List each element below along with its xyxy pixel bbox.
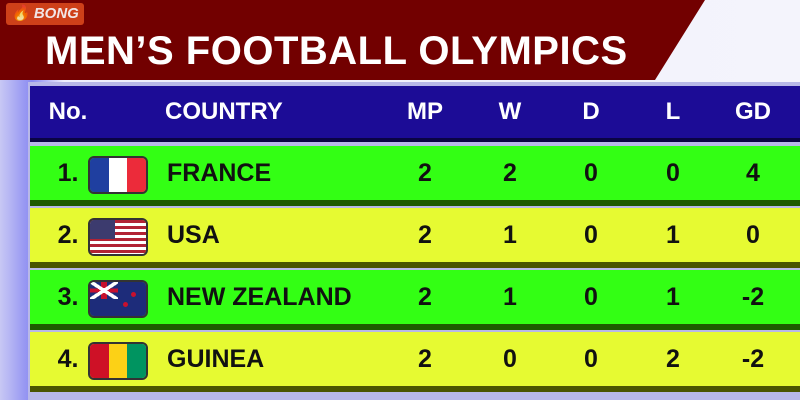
header-d: D: [582, 98, 600, 125]
title-banner: [0, 0, 705, 80]
cell-w: 1: [503, 282, 517, 311]
cell-gd: -2: [741, 344, 765, 373]
cell-country: NEW ZEALAND: [167, 282, 352, 311]
page-title: MEN’S FOOTBALL OLYMPICS: [45, 29, 628, 73]
cell-no: 1.: [57, 158, 79, 187]
cell-no: 3.: [57, 282, 79, 311]
table-row: 2. 2 1 0 1 0 USA: [30, 208, 800, 268]
header-no: No.: [48, 98, 88, 125]
new-zealand-flag-icon: [88, 280, 148, 318]
cell-mp: 2: [418, 158, 432, 187]
header-w: W: [498, 98, 522, 125]
usa-flag-icon: [88, 218, 148, 256]
cell-l: 1: [666, 220, 680, 249]
cell-l: 1: [666, 282, 680, 311]
cell-d: 0: [584, 158, 598, 187]
cell-gd: 0: [746, 220, 760, 249]
cell-w: 0: [503, 344, 517, 373]
cell-no: 4.: [57, 344, 79, 373]
header-gd: GD: [735, 98, 771, 125]
cell-gd: 4: [746, 158, 760, 187]
cell-gd: -2: [741, 282, 765, 311]
cell-d: 0: [584, 282, 598, 311]
cell-mp: 2: [418, 282, 432, 311]
standings-table: No. COUNTRY MP W D L GD 1. 2 2 0 0 4 FRANCE 2. 2…: [28, 82, 800, 400]
table-row: 1. 2 2 0 0 4 FRANCE: [30, 146, 800, 206]
france-flag-icon: [88, 156, 148, 194]
cell-no: 2.: [57, 220, 79, 249]
cell-country: FRANCE: [167, 158, 272, 187]
cell-country: USA: [167, 220, 220, 249]
logo: 🔥 BONG: [6, 3, 84, 25]
table-row: 3. 2 1 0 1 -2 NEW ZEALAND: [30, 270, 800, 330]
guinea-flag-icon: [88, 342, 148, 380]
cell-d: 0: [584, 220, 598, 249]
header-mp: MP: [407, 98, 443, 125]
cell-w: 1: [503, 220, 517, 249]
cell-w: 2: [503, 158, 517, 187]
table-header: No. COUNTRY MP W D L GD: [30, 86, 800, 142]
cell-l: 0: [666, 158, 680, 187]
cell-l: 2: [666, 344, 680, 373]
header-country: COUNTRY: [165, 98, 283, 125]
cell-mp: 2: [418, 344, 432, 373]
cell-mp: 2: [418, 220, 432, 249]
header-l: L: [665, 98, 681, 125]
cell-country: GUINEA: [167, 344, 265, 373]
cell-d: 0: [584, 344, 598, 373]
table-row: 4. 2 0 0 2 -2 GUINEA: [30, 332, 800, 392]
